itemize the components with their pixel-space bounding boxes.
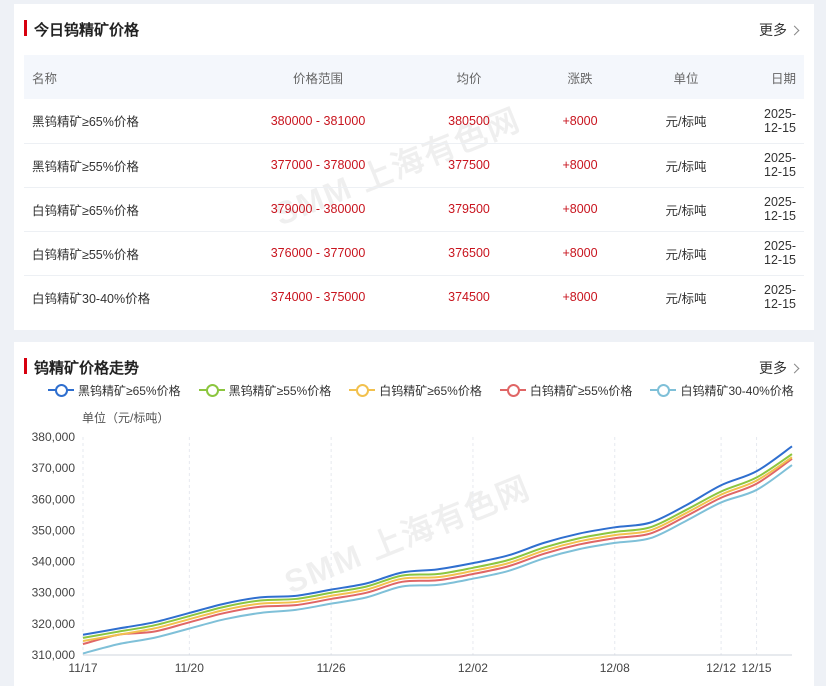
legend-dot	[506, 384, 520, 397]
legend-line-icon	[499, 383, 526, 397]
table-more-link[interactable]: 更多	[759, 20, 800, 40]
y-tick-label: 330,000	[32, 586, 76, 600]
row-unit: 元/标吨	[665, 115, 707, 130]
y-tick-label: 320,000	[32, 617, 76, 631]
legend-line-icon	[650, 383, 677, 397]
x-tick-label: 12/02	[458, 661, 488, 675]
x-tick-label: 12/08	[600, 661, 630, 675]
row-change: +8000	[562, 113, 598, 128]
row-range: 379000 - 380000	[270, 202, 366, 216]
chart-card-header: 钨精矿价格走势 更多	[24, 356, 800, 378]
legend-dot	[356, 384, 370, 397]
row-avg: 380500	[448, 113, 490, 128]
series-line-0	[82, 445, 793, 636]
y-tick-label: 340,000	[32, 555, 76, 569]
legend-line-icon	[349, 383, 376, 397]
legend-item-2[interactable]: 白钨精矿≥65%价格	[349, 382, 482, 398]
x-tick-label: 11/26	[317, 661, 346, 675]
series-line-1	[82, 453, 793, 639]
more-label: 更多	[759, 22, 787, 38]
legend-label: 黑钨精矿≥65%价格	[78, 383, 181, 398]
legend-line-icon	[198, 383, 225, 397]
legend-label: 白钨精矿≥55%价格	[529, 383, 633, 398]
legend-item-3[interactable]: 白钨精矿≥55%价格	[499, 382, 633, 398]
x-tick-label: 12/15	[742, 661, 772, 675]
row-date: 2025-12-15	[764, 151, 796, 179]
y-axis-unit-label: 单位（元/标吨）	[82, 411, 170, 425]
row-date: 2025-12-15	[764, 195, 796, 223]
legend-dot	[657, 384, 671, 397]
series-line-3	[82, 457, 793, 646]
row-range: 376000 - 377000	[270, 246, 366, 260]
table-row[interactable]: 白钨精矿30-40%价格 374000 - 375000 374500 +800…	[24, 275, 804, 319]
chart-legend: 黑钨精矿≥65%价格 黑钨精矿≥55%价格 白钨精矿≥65%价格 白钨精矿≥55…	[48, 382, 794, 398]
row-change: +8000	[562, 290, 598, 305]
row-unit: 元/标吨	[665, 247, 707, 262]
header-change: 涨跌	[567, 71, 593, 86]
price-table-card: 今日钨精矿价格 更多 SMM 上海有色网 名称 价格范围 均价 涨跌 单位 日期…	[14, 4, 814, 330]
row-date: 2025-12-15	[764, 239, 796, 267]
table-card-header: 今日钨精矿价格 更多	[24, 18, 800, 40]
y-tick-label: 350,000	[32, 523, 76, 537]
title-accent-bar	[24, 358, 27, 374]
x-tick-label: 11/20	[175, 661, 204, 675]
x-tick-label: 11/17	[68, 661, 97, 675]
row-change: +8000	[562, 246, 598, 260]
header-unit: 单位	[673, 71, 699, 86]
row-range: 374000 - 375000	[270, 290, 366, 305]
series-line-2	[82, 456, 793, 642]
price-trend-card: 钨精矿价格走势 更多 黑钨精矿≥65%价格 黑钨精矿≥55%价格 白钨精矿≥65…	[14, 342, 814, 686]
legend-label: 白钨精矿30-40%价格	[680, 383, 794, 398]
price-table: 名称 价格范围 均价 涨跌 单位 日期 黑钨精矿≥65%价格 380000 - …	[24, 55, 804, 319]
y-tick-label: 370,000	[32, 461, 76, 475]
row-name[interactable]: 黑钨精矿≥65%价格	[32, 115, 139, 130]
series-line-4	[82, 464, 793, 655]
row-date: 2025-12-15	[764, 106, 796, 135]
legend-label: 黑钨精矿≥55%价格	[228, 383, 332, 398]
legend-dot	[55, 384, 68, 397]
chevron-right-icon	[789, 25, 800, 36]
title-accent-bar	[24, 20, 27, 36]
row-unit: 元/标吨	[665, 203, 707, 218]
row-name[interactable]: 白钨精矿≥65%价格	[32, 203, 139, 218]
legend-dot	[205, 384, 219, 397]
legend-item-1[interactable]: 黑钨精矿≥55%价格	[198, 382, 332, 398]
row-change: +8000	[562, 158, 598, 172]
header-range: 价格范围	[292, 71, 343, 86]
row-range: 377000 - 378000	[270, 158, 366, 172]
table-row[interactable]: 白钨精矿≥55%价格 376000 - 377000 376500 +8000 …	[24, 231, 804, 275]
row-avg: 376500	[448, 246, 490, 260]
row-range: 380000 - 381000	[270, 113, 366, 128]
x-tick-label: 12/12	[706, 661, 736, 675]
table-card-title: 今日钨精矿价格	[34, 22, 140, 39]
header-date: 日期	[770, 71, 796, 86]
price-trend-chart: 11/17 11/20 11/26 12/02 12/08 12/12 12/15 310,0…	[32, 430, 793, 675]
chart-more-link[interactable]: 更多	[759, 358, 800, 378]
table-row[interactable]: 白钨精矿≥65%价格 379000 - 380000 379500 +8000 …	[24, 187, 804, 231]
row-avg: 374500	[448, 290, 490, 305]
table-header-row: 名称 价格范围 均价 涨跌 单位 日期	[24, 55, 804, 99]
y-tick-label: 360,000	[32, 492, 76, 506]
row-name[interactable]: 白钨精矿≥55%价格	[32, 247, 139, 262]
row-change: +8000	[562, 202, 598, 216]
table-row[interactable]: 黑钨精矿≥55%价格 377000 - 378000 377500 +8000 …	[24, 143, 804, 187]
table-row[interactable]: 黑钨精矿≥65%价格 380000 - 381000 380500 +8000 …	[24, 99, 804, 143]
row-avg: 377500	[448, 158, 490, 172]
row-unit: 元/标吨	[665, 159, 707, 174]
header-avg: 均价	[456, 71, 482, 86]
row-name[interactable]: 黑钨精矿≥55%价格	[32, 159, 139, 174]
header-name: 名称	[32, 71, 58, 86]
legend-label: 白钨精矿≥65%价格	[379, 383, 482, 398]
row-avg: 379500	[448, 202, 490, 216]
row-name[interactable]: 白钨精矿30-40%价格	[32, 291, 151, 306]
legend-line-icon	[48, 383, 74, 397]
legend-item-4[interactable]: 白钨精矿30-40%价格	[650, 382, 794, 398]
chart-card-title: 钨精矿价格走势	[34, 360, 140, 377]
row-unit: 元/标吨	[665, 291, 707, 306]
legend-item-0[interactable]: 黑钨精矿≥65%价格	[48, 382, 181, 398]
row-date: 2025-12-15	[764, 283, 796, 312]
y-tick-label: 310,000	[32, 648, 76, 662]
y-tick-label: 380,000	[32, 430, 76, 444]
more-label: 更多	[759, 360, 787, 376]
